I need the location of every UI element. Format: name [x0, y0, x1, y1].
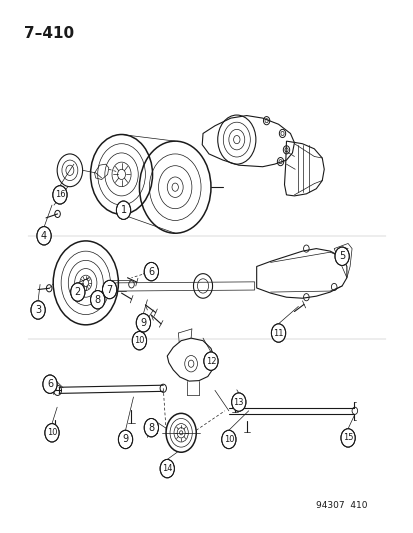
- Circle shape: [144, 418, 158, 437]
- Circle shape: [271, 324, 285, 342]
- Text: 15: 15: [342, 433, 352, 442]
- Circle shape: [231, 393, 245, 411]
- Circle shape: [90, 290, 104, 309]
- Text: 13: 13: [233, 398, 243, 407]
- Text: 9: 9: [140, 318, 146, 328]
- Circle shape: [118, 430, 132, 449]
- Circle shape: [116, 201, 131, 220]
- Text: 9: 9: [122, 434, 128, 445]
- Circle shape: [136, 313, 150, 332]
- Text: 8: 8: [148, 423, 154, 433]
- Text: 10: 10: [223, 435, 233, 444]
- Text: 6: 6: [148, 266, 154, 277]
- Text: 7–410: 7–410: [24, 26, 74, 41]
- Text: 10: 10: [134, 336, 144, 345]
- Circle shape: [144, 262, 158, 281]
- Text: 16: 16: [55, 190, 65, 199]
- Circle shape: [132, 332, 146, 350]
- Text: 12: 12: [205, 357, 216, 366]
- Text: 4: 4: [41, 231, 47, 241]
- Circle shape: [203, 352, 218, 370]
- Circle shape: [31, 301, 45, 319]
- Text: 10: 10: [47, 429, 57, 437]
- Circle shape: [102, 280, 116, 298]
- Text: 14: 14: [161, 464, 172, 473]
- Circle shape: [43, 375, 57, 393]
- Text: 3: 3: [35, 305, 41, 315]
- Text: 5: 5: [338, 251, 344, 261]
- Text: 11: 11: [273, 328, 283, 337]
- Text: 94307  410: 94307 410: [316, 500, 367, 510]
- Circle shape: [334, 247, 349, 265]
- Circle shape: [53, 185, 67, 204]
- Text: 6: 6: [47, 379, 53, 389]
- Circle shape: [37, 227, 51, 245]
- Circle shape: [221, 430, 235, 449]
- Circle shape: [340, 429, 354, 447]
- Circle shape: [160, 459, 174, 478]
- Circle shape: [45, 424, 59, 442]
- Text: 2: 2: [74, 287, 81, 297]
- Text: 1: 1: [120, 205, 126, 215]
- Circle shape: [71, 283, 85, 301]
- Text: 8: 8: [95, 295, 100, 305]
- Text: 7: 7: [106, 285, 112, 295]
